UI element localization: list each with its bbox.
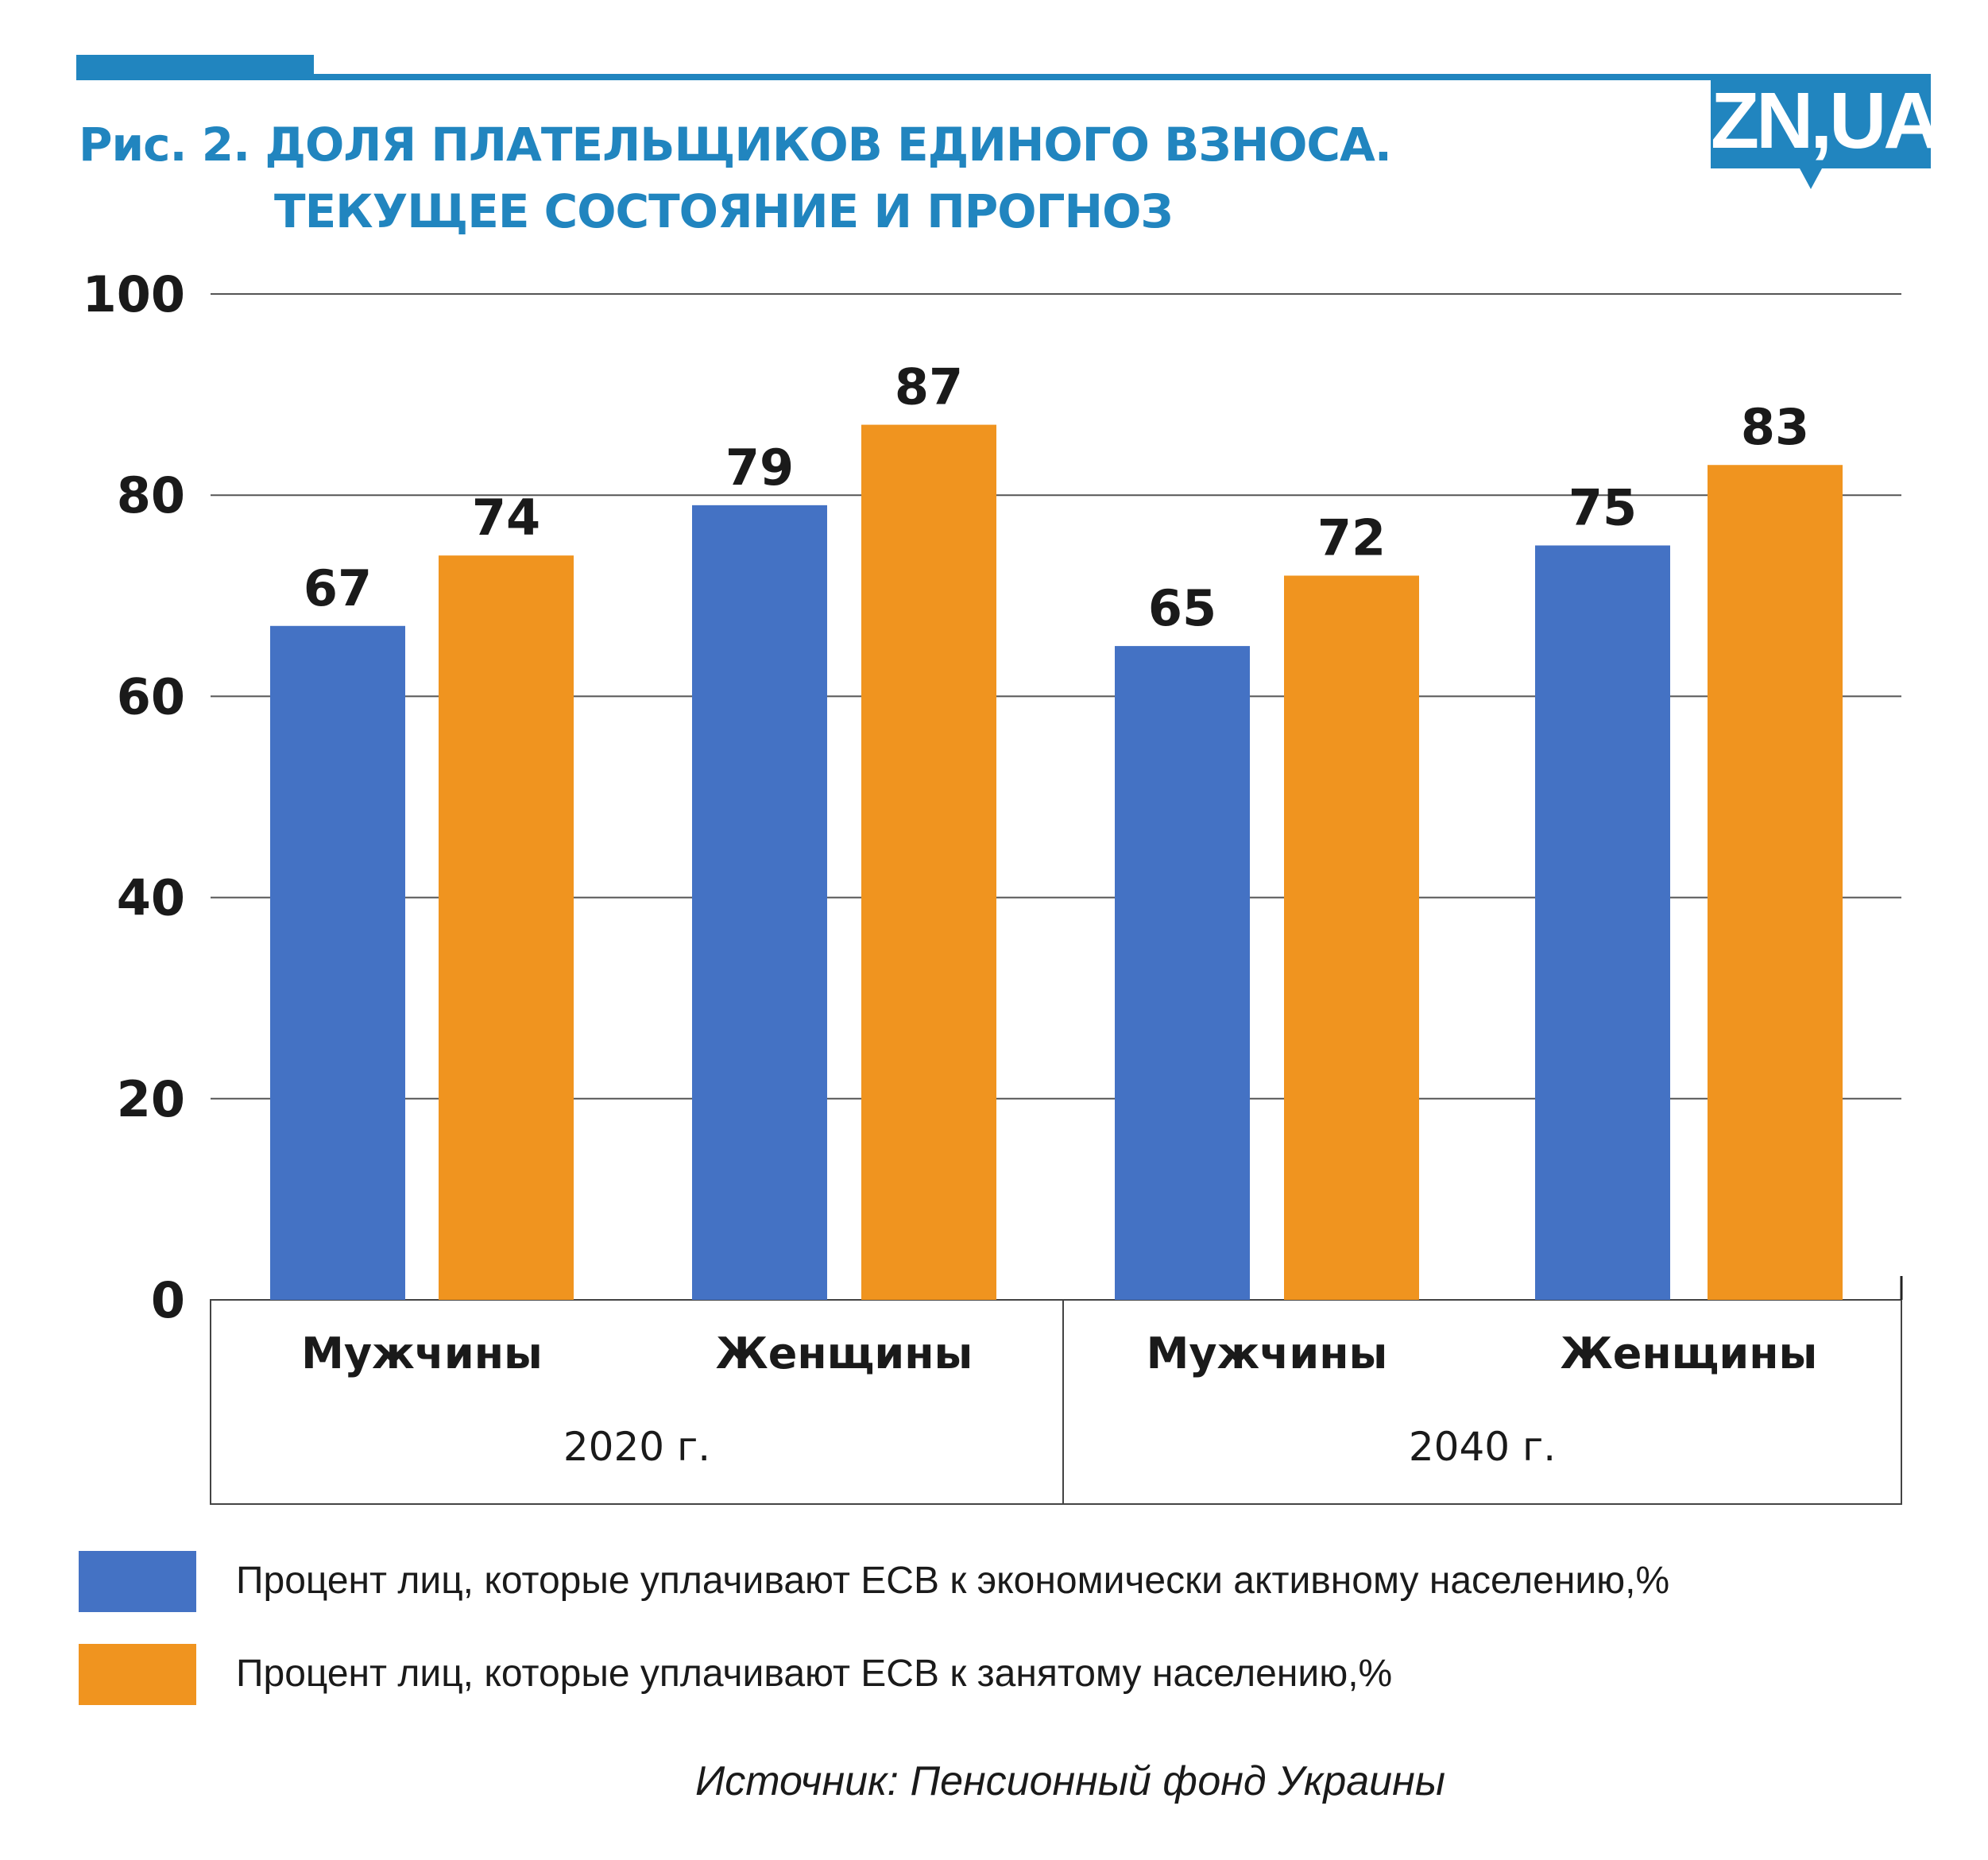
- category-table: [210, 1299, 1902, 1505]
- bar: [439, 555, 574, 1300]
- data-label: 83: [1741, 398, 1809, 456]
- y-tick-label: 100: [83, 265, 185, 323]
- bar: [270, 625, 405, 1300]
- data-label: 87: [895, 358, 963, 416]
- bar: [692, 505, 827, 1300]
- chart-title-line2: ТЕКУЩЕЕ СОСТОЯНИЕ И ПРОГНОЗ: [274, 184, 1174, 238]
- x-category-label: Женщины: [716, 1328, 973, 1379]
- bar-chart: 0 20 40 60 80 100 67 74 79 87 65 72 75 83 Мужчины Женщи…: [83, 265, 1903, 1505]
- x-group-label: 2040 г.: [1409, 1424, 1556, 1470]
- data-label: 65: [1148, 579, 1216, 637]
- x-category-label: Мужчины: [1147, 1328, 1388, 1379]
- y-tick-label: 20: [117, 1070, 185, 1128]
- legend-label-active: Процент лиц, которые уплачивают ЕСВ к эк…: [236, 1560, 1670, 1602]
- x-category-label: Мужчины: [301, 1328, 543, 1379]
- bar: [1708, 465, 1843, 1300]
- y-tick-label: 0: [151, 1271, 185, 1329]
- y-tick-label: 40: [117, 869, 185, 927]
- y-tick-label: 60: [117, 667, 185, 725]
- logo-speech-tail: [1800, 168, 1822, 189]
- data-label: 75: [1568, 479, 1637, 537]
- bar: [1115, 646, 1250, 1300]
- legend-swatch-active: [79, 1551, 196, 1612]
- bar: [861, 424, 996, 1300]
- legend-swatch-employed: [79, 1644, 196, 1705]
- x-group-label: 2020 г.: [563, 1424, 710, 1470]
- chart-title-line1: Рис. 2. ДОЛЯ ПЛАТЕЛЬЩИКОВ ЕДИНОГО ВЗНОСА…: [79, 118, 1392, 172]
- bar: [1535, 545, 1670, 1300]
- bar: [1284, 575, 1419, 1300]
- zn-ua-logo: ZN,UA: [1711, 74, 1941, 168]
- header-bar-line: [76, 74, 1931, 80]
- data-label: 74: [472, 489, 540, 547]
- data-label: 72: [1317, 509, 1386, 567]
- legend-label-employed: Процент лиц, которые уплачивают ЕСВ к за…: [236, 1653, 1393, 1695]
- data-label: 67: [304, 559, 372, 617]
- y-tick-label: 80: [117, 466, 185, 524]
- source-note: Источник: Пенсионный фонд Украины: [695, 1758, 1445, 1804]
- x-category-label: Женщины: [1561, 1328, 1818, 1379]
- data-label: 79: [725, 439, 794, 497]
